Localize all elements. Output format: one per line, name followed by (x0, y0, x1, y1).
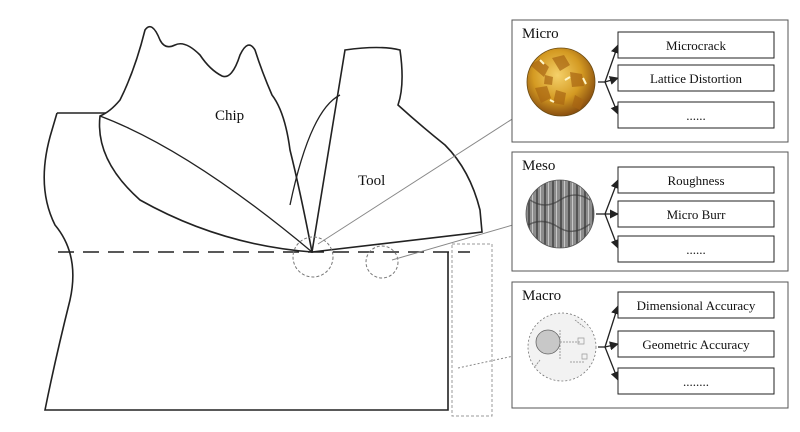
macro-panel-title: Macro (522, 288, 561, 304)
micro-panel-title: Micro (522, 26, 559, 42)
micro-item-ellipsis: ...... (686, 108, 706, 123)
micro-item-box-2 (617, 101, 775, 129)
macro-image (528, 313, 596, 381)
meso-image (526, 180, 594, 248)
micro-guide-line (317, 105, 534, 245)
workpiece-outline (43, 112, 449, 411)
meso-item-box-1 (617, 200, 775, 228)
micro-item-microcrack: Microcrack (666, 38, 726, 53)
macro-item-dimensional-accuracy: Dimensional Accuracy (637, 298, 756, 313)
tool-label: Tool (358, 173, 385, 189)
meso-item-box-2 (617, 235, 775, 263)
macro-item-box-1 (617, 330, 775, 358)
chip: Chip (98, 25, 313, 253)
micro-item-box-1 (617, 64, 775, 92)
tool-outline (311, 46, 483, 253)
micro-panel: Micro Microcrack Lattice Distortion ....… (511, 19, 789, 143)
meso-item-ellipsis: ...... (686, 242, 706, 257)
macro-panel: Macro Dimensional Accuracy Geometric Acc… (511, 281, 789, 409)
meso-panel: Meso Roughness Micro Burr ...... (511, 151, 789, 272)
micro-zoom-circle (292, 236, 334, 278)
macro-item-geometric-accuracy: Geometric Accuracy (642, 337, 750, 352)
cutting-tool: Tool (289, 46, 483, 253)
meso-panel-title: Meso (522, 158, 555, 174)
meso-item-micro-burr: Micro Burr (667, 207, 727, 222)
macro-item-box-0 (617, 291, 775, 319)
macro-guide-line (457, 352, 532, 369)
zoom-indicators (292, 105, 534, 417)
micro-item-lattice-distortion: Lattice Distortion (650, 71, 743, 86)
chip-inner-curve (99, 115, 313, 253)
micro-image (527, 48, 595, 116)
chip-outline (98, 25, 313, 253)
chip-label: Chip (215, 108, 244, 124)
tool-rake-curve (289, 94, 341, 206)
macro-item-box-2 (617, 367, 775, 395)
meso-item-box-0 (617, 166, 775, 194)
meso-guide-line (391, 220, 530, 261)
macro-zoom-rect (451, 243, 493, 417)
meso-zoom-circle (365, 245, 399, 279)
micro-item-box-0 (617, 31, 775, 59)
meso-item-roughness: Roughness (667, 173, 724, 188)
macro-item-ellipsis: ........ (683, 374, 709, 389)
